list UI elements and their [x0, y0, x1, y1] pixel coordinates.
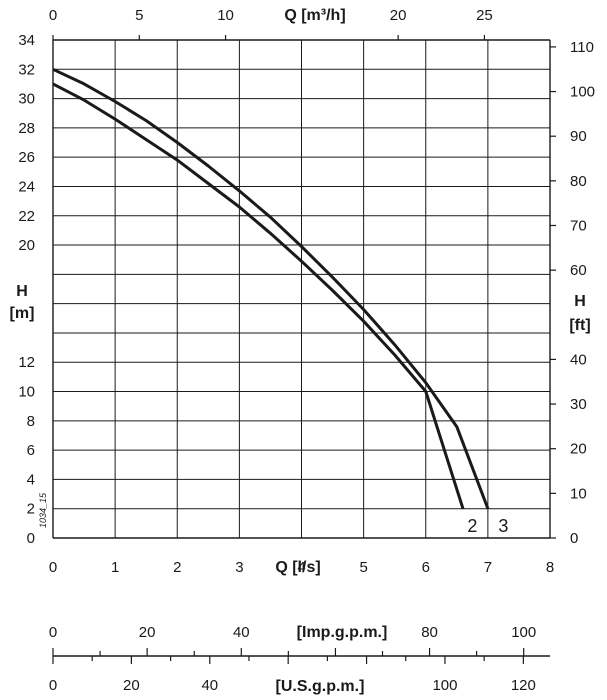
x-tick-label: 2 — [173, 559, 181, 576]
x-axis-title: Q [l/s] — [275, 559, 320, 576]
y-tick-label-left: 10 — [18, 384, 35, 401]
top-tick-label: 0 — [49, 7, 57, 24]
imp-gpm-tick-label: 40 — [233, 624, 250, 641]
y-tick-label-right: 30 — [570, 396, 587, 413]
top-axis-title: Q [m³/h] — [284, 7, 345, 24]
x-tick-label: 8 — [546, 559, 554, 576]
x-tick-label: 7 — [484, 559, 492, 576]
y-axis-unit-right: [ft] — [569, 317, 590, 334]
y-axis-title-right: H — [574, 293, 586, 310]
imp-gpm-tick-label: 100 — [511, 624, 536, 641]
us-gpm-tick-label: 20 — [123, 677, 140, 694]
series-line-2 — [52, 82, 465, 510]
y-tick-label-left: 2 — [27, 501, 35, 518]
y-tick-label-left: 30 — [18, 91, 35, 108]
imp-gpm-tick-label: 80 — [421, 624, 438, 641]
tick-labels: 2 30 1 2 3 4 5 6 7 802468101220222426283032340102… — [18, 7, 595, 694]
y-axis-unit-left: [m] — [10, 305, 35, 322]
us-gpm-tick-label: 0 — [49, 677, 57, 694]
y-tick-label-left: 12 — [18, 354, 35, 371]
y-tick-label-left: 26 — [18, 149, 35, 166]
imp-gpm-tick-label: 0 — [49, 624, 57, 641]
y-tick-label-left: 0 — [27, 530, 35, 547]
curves — [52, 67, 490, 510]
y-tick-label-right: 110 — [570, 39, 594, 56]
top-tick-label: 5 — [135, 7, 143, 24]
us-gpm-tick-label: 40 — [201, 677, 218, 694]
us-gpm-tick-label: 100 — [432, 677, 457, 694]
y-tick-label-left: 8 — [27, 413, 35, 430]
y-tick-label-right: 40 — [570, 351, 587, 368]
y-tick-label-right: 80 — [570, 173, 587, 190]
y-tick-label-right: 0 — [570, 530, 578, 547]
side-code: 1034_15 — [38, 492, 48, 528]
x-tick-label: 3 — [235, 559, 243, 576]
x-tick-label: 4 — [297, 559, 305, 576]
imp-gpm-title: [Imp.g.p.m.] — [297, 624, 388, 641]
y-tick-label-right: 60 — [570, 262, 587, 279]
x-tick-label: 0 — [49, 559, 57, 576]
y-tick-label-right: 100 — [570, 84, 595, 101]
y-axis-title-left: H — [16, 283, 28, 300]
x-tick-label: 1 — [111, 559, 119, 576]
y-tick-label-right: 10 — [570, 485, 587, 502]
top-tick-label: 20 — [390, 7, 407, 24]
y-tick-label-right: 70 — [570, 217, 587, 234]
y-tick-label-right: 20 — [570, 441, 587, 458]
us-gpm-title: [U.S.g.p.m.] — [276, 678, 365, 695]
y-tick-label-left: 20 — [18, 237, 35, 254]
y-tick-label-right: 90 — [570, 128, 587, 145]
grid — [52, 39, 551, 539]
imp-gpm-tick-label: 20 — [139, 624, 156, 641]
y-tick-label-left: 22 — [18, 208, 35, 225]
curve-label-3: 3 — [498, 516, 508, 536]
us-gpm-tick-label: 120 — [511, 677, 536, 694]
y-tick-label-left: 4 — [27, 471, 35, 488]
series-line-3 — [52, 67, 490, 510]
y-tick-label-left: 6 — [27, 442, 35, 459]
top-tick-label: 10 — [217, 7, 234, 24]
y-tick-label-left: 34 — [18, 32, 35, 49]
x-tick-label: 6 — [422, 559, 430, 576]
y-tick-label-left: 32 — [18, 61, 35, 78]
top-tick-label: 25 — [476, 7, 493, 24]
x-tick-label: 5 — [359, 559, 367, 576]
y-tick-label-left: 24 — [18, 178, 35, 195]
curve-label-2: 2 — [467, 516, 477, 536]
y-tick-label-left: 28 — [18, 120, 35, 137]
